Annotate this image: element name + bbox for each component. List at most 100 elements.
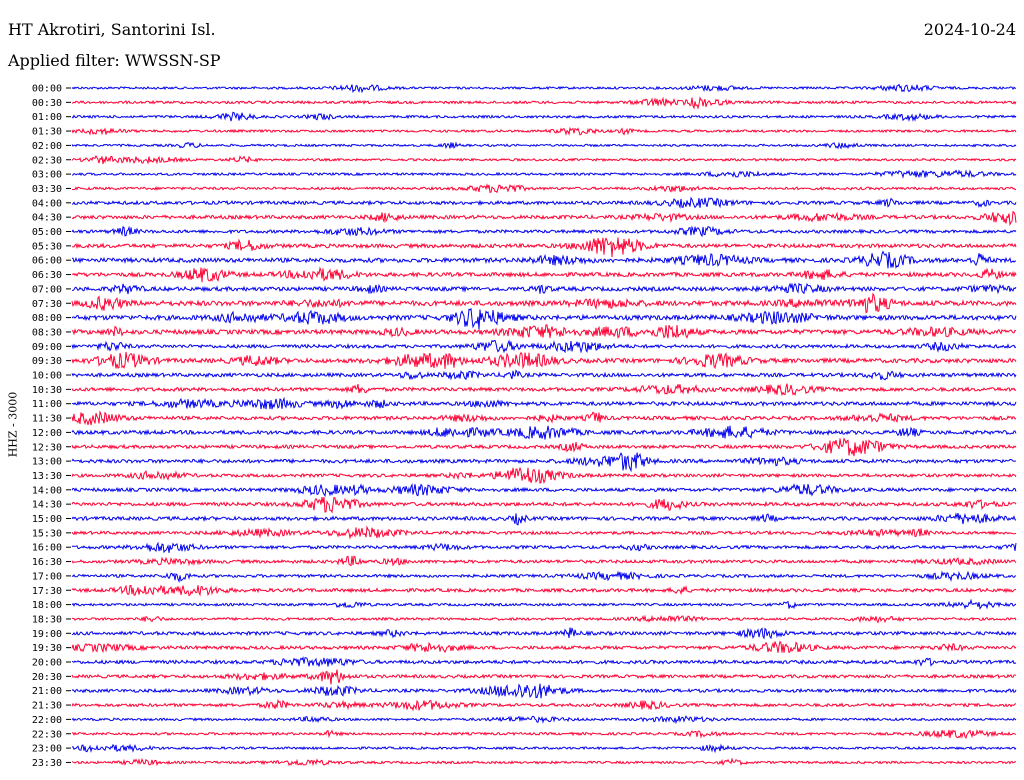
time-tick-label: 08:00 xyxy=(32,313,62,324)
seismic-trace xyxy=(71,369,1017,381)
time-tick-label: 16:30 xyxy=(32,557,62,568)
time-tick-label: 01:30 xyxy=(32,127,62,138)
seismic-trace xyxy=(71,237,1017,258)
seismic-trace xyxy=(71,466,1017,484)
time-tick-label: 23:00 xyxy=(32,744,62,755)
seismic-trace xyxy=(71,743,1017,754)
time-tick-label: 22:00 xyxy=(32,715,62,726)
time-tick-label: 18:30 xyxy=(32,614,62,625)
time-tick-label: 21:30 xyxy=(32,701,62,712)
seismic-trace xyxy=(71,225,1017,238)
date-label: 2024-10-24 xyxy=(923,20,1016,39)
seismic-trace xyxy=(71,683,1017,699)
seismic-trace xyxy=(71,96,1017,110)
time-tick-label: 16:00 xyxy=(32,543,62,554)
seismic-trace xyxy=(71,715,1017,725)
time-tick-label: 08:30 xyxy=(32,327,62,338)
time-tick-label: 02:00 xyxy=(32,141,62,152)
time-tick-label: 14:30 xyxy=(32,500,62,511)
time-tick-label: 13:00 xyxy=(32,457,62,468)
seismic-trace xyxy=(71,141,1017,150)
seismic-trace xyxy=(71,351,1017,370)
time-tick-label: 14:00 xyxy=(32,485,62,496)
time-tick-label: 06:00 xyxy=(32,256,62,267)
time-tick-label: 03:00 xyxy=(32,170,62,181)
time-tick-label: 09:30 xyxy=(32,356,62,367)
seismic-trace xyxy=(71,627,1017,640)
seismic-trace xyxy=(71,598,1017,610)
time-tick-label: 15:30 xyxy=(32,528,62,539)
seismic-trace xyxy=(71,410,1017,426)
time-tick-label: 12:30 xyxy=(32,442,62,453)
seismic-trace xyxy=(71,512,1017,526)
seismic-trace xyxy=(71,266,1017,283)
time-tick-label: 04:00 xyxy=(32,198,62,209)
seismic-trace xyxy=(71,383,1017,397)
seismic-trace xyxy=(71,483,1017,498)
seismic-trace xyxy=(71,425,1017,440)
time-tick-label: 09:00 xyxy=(32,342,62,353)
seismic-trace xyxy=(71,154,1017,165)
seismic-trace xyxy=(71,396,1017,410)
time-tick-label: 17:30 xyxy=(32,586,62,597)
time-tick-label: 19:00 xyxy=(32,629,62,640)
seismic-trace xyxy=(71,496,1017,514)
seismic-trace xyxy=(71,584,1017,597)
seismic-trace xyxy=(72,250,1017,269)
seismic-trace xyxy=(72,282,1017,295)
time-tick-label: 22:30 xyxy=(32,729,62,740)
time-tick-label: 01:00 xyxy=(32,112,62,123)
seismic-trace xyxy=(71,111,1017,123)
time-tick-label: 11:00 xyxy=(32,399,62,410)
time-tick-label: 19:30 xyxy=(32,643,62,654)
seismic-trace xyxy=(72,196,1017,209)
time-tick-label: 00:00 xyxy=(32,84,62,95)
time-tick-label: 05:00 xyxy=(32,227,62,238)
time-tick-label: 20:00 xyxy=(32,658,62,669)
seismic-trace xyxy=(71,437,1017,457)
seismic-trace xyxy=(71,183,1017,194)
time-tick-label: 18:00 xyxy=(32,600,62,611)
time-tick-label: 07:30 xyxy=(32,299,62,310)
seismic-trace xyxy=(71,452,1017,473)
time-tick-label: 13:30 xyxy=(32,471,62,482)
time-tick-label: 02:30 xyxy=(32,155,62,166)
seismic-trace xyxy=(71,698,1017,712)
seismic-trace xyxy=(71,169,1017,179)
time-tick-label: 15:00 xyxy=(32,514,62,525)
seismic-trace xyxy=(71,656,1017,667)
station-title: HT Akrotiri, Santorini Isl. xyxy=(8,20,216,39)
time-tick-label: 03:30 xyxy=(32,184,62,195)
seismic-trace xyxy=(71,339,1017,354)
time-tick-label: 20:30 xyxy=(32,672,62,683)
filter-label: Applied filter: WWSSN-SP xyxy=(8,51,221,70)
seismic-trace xyxy=(71,729,1017,739)
time-tick-label: 10:30 xyxy=(32,385,62,396)
seismic-trace xyxy=(71,324,1017,339)
time-tick-label: 12:00 xyxy=(32,428,62,439)
seismic-trace xyxy=(71,555,1017,567)
time-tick-label: 11:30 xyxy=(32,414,62,425)
time-tick-label: 06:30 xyxy=(32,270,62,281)
seismic-trace xyxy=(71,570,1017,583)
time-tick-label: 21:00 xyxy=(32,686,62,697)
seismic-trace xyxy=(71,757,1017,767)
seismic-trace xyxy=(71,307,1017,330)
seismic-trace xyxy=(71,83,1017,94)
seismic-trace xyxy=(71,525,1017,540)
time-tick-label: 05:30 xyxy=(32,241,62,252)
seismic-trace xyxy=(71,669,1017,685)
time-tick-label: 07:00 xyxy=(32,284,62,295)
time-tick-label: 17:00 xyxy=(32,571,62,582)
time-tick-label: 00:30 xyxy=(32,98,62,109)
seismic-trace xyxy=(71,614,1017,624)
seismic-trace xyxy=(71,126,1017,136)
time-tick-label: 10:00 xyxy=(32,371,62,382)
time-tick-label: 23:30 xyxy=(32,758,62,769)
seismic-trace xyxy=(71,640,1017,654)
seismic-trace xyxy=(71,292,1017,314)
seismic-trace xyxy=(71,541,1017,554)
seismic-trace xyxy=(71,210,1017,227)
time-tick-label: 04:30 xyxy=(32,213,62,224)
